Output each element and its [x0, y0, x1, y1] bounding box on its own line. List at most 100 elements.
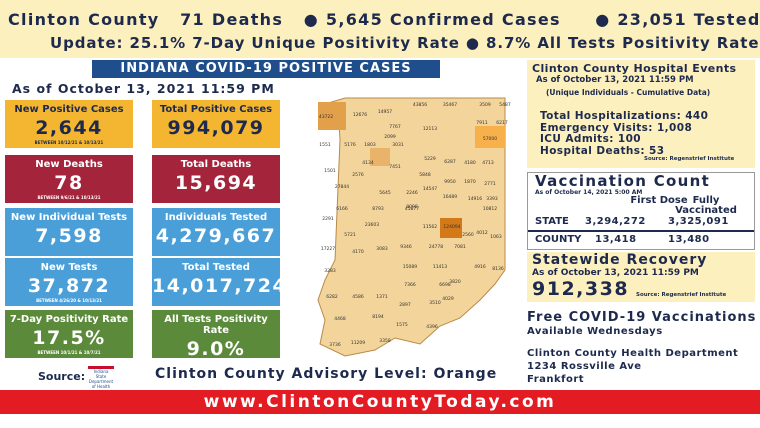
row-value: 3,325,091	[668, 216, 729, 227]
free-subtitle: Available Wednesdays	[527, 326, 663, 337]
county-count: 23603	[365, 222, 379, 228]
stat-label: Total Deaths	[180, 159, 252, 170]
stat-label: Total Positive Cases	[159, 104, 273, 115]
county-count: 6698	[439, 282, 451, 288]
stat-value: 7,598	[35, 225, 103, 247]
county-count: 4586	[352, 294, 364, 300]
recovery-source: Source: Regenstrief Institute	[636, 292, 727, 298]
county-count: 7767	[389, 124, 401, 130]
county-count: 1501	[324, 168, 336, 174]
stat-value: 2,644	[35, 117, 103, 139]
stat-label: New Individual Tests	[10, 212, 128, 223]
county-shade	[318, 102, 346, 130]
county-count: 5487	[499, 102, 511, 108]
row-value: 13,480	[668, 234, 710, 245]
county-count: 2560	[462, 232, 474, 238]
address-line: Frankfort	[527, 374, 585, 385]
source-label: Source:	[38, 370, 86, 383]
hospital-as-of: As of October 13, 2021 11:59 PM	[536, 75, 694, 85]
county-count: 24778	[429, 244, 443, 250]
update: Update: 25.1% 7-Day Unique Positivity Ra…	[50, 34, 760, 52]
county-count: 4134	[362, 160, 374, 166]
stat-label: New Tests	[40, 262, 98, 273]
column-head: First Dose	[630, 195, 688, 206]
row-label: STATE	[535, 216, 569, 227]
stat-value: 15,694	[174, 172, 258, 194]
county-count: 16489	[443, 194, 457, 200]
stat-label: All Tests Positivity Rate	[164, 314, 268, 336]
free-title: Free COVID-19 Vaccinations	[527, 310, 757, 325]
stat-box: Individuals Tested 4,279,667	[152, 208, 280, 256]
stat-box: Total Positive Cases 994,079	[152, 100, 280, 148]
county-count: 2576	[352, 172, 364, 178]
map: 43722 12676 14957 43856 35467 3509 5487 7911 621…	[317, 97, 511, 357]
county-count: 9950	[444, 179, 456, 185]
address-line: 1234 Rossville Ave	[527, 361, 642, 372]
county-count: 1575	[396, 322, 408, 328]
county-count: 5721	[344, 232, 356, 238]
county-count: 4468	[334, 316, 346, 322]
stat-value: 4,279,667	[155, 225, 277, 247]
county: Clinton County	[8, 10, 160, 29]
stat-value: 17.5%	[32, 327, 106, 349]
banner: INDIANA COVID-19 POSITIVE CASES	[92, 60, 440, 78]
stat-note: BETWEEN 9/6/21 & 10/13/21	[37, 195, 101, 200]
county-count: 2099	[384, 134, 396, 140]
county-count: 5645	[379, 190, 391, 196]
county-count: 2897	[399, 302, 411, 308]
stat-value: 9.0%	[186, 338, 246, 360]
county-count: 3820	[449, 279, 461, 285]
county-count: 27844	[335, 184, 349, 190]
county-count: 35467	[443, 102, 457, 108]
stat-value: 14,017,724	[152, 275, 288, 297]
recovery-panel	[527, 252, 755, 302]
county-shade	[475, 126, 505, 148]
stat-box: New Individual Tests 7,598	[5, 208, 133, 256]
county-count: 3509	[479, 102, 491, 108]
county-count: 8194	[372, 314, 384, 320]
county-count: 11562	[423, 224, 437, 230]
county-count: 1063	[490, 234, 502, 240]
stat-label: New Positive Cases	[14, 104, 124, 115]
county-count: 6282	[326, 294, 338, 300]
stat-box: Total Deaths 15,694	[152, 155, 280, 203]
county-count: 8136	[492, 266, 504, 272]
county-count: 3083	[376, 246, 388, 252]
hospital-source: Source: Regenstrief Institute	[644, 156, 735, 162]
row-label: COUNTY	[535, 234, 582, 245]
county-count: 8793	[372, 206, 384, 212]
county-count: 57000	[483, 136, 497, 142]
stat-value: 994,079	[167, 117, 265, 139]
recovery-value: 912,338	[532, 278, 630, 300]
stat-box: New Tests 37,872 BETWEEN 4/26/20 & 10/13/2…	[5, 258, 133, 306]
county-count: 10812	[483, 206, 497, 212]
row-value: 3,294,272	[585, 216, 646, 227]
county-count: 1551	[319, 142, 331, 148]
county-count: 11209	[351, 340, 365, 346]
stat-label: 7-Day Positivity Rate	[9, 314, 129, 325]
column-head: Fully Vaccinated	[675, 195, 737, 216]
stat-value: 37,872	[27, 275, 111, 297]
address-line: Clinton County Health Department	[527, 348, 739, 359]
advisory: Clinton County Advisory Level: Orange	[155, 366, 498, 382]
stat-value: 78	[54, 172, 84, 194]
recovery-as-of: As of October 13, 2021 11:59 PM	[532, 268, 699, 278]
as-of: As of October 13, 2021 11:59 PM	[12, 81, 275, 96]
hospital-line: ICU Admits: 100	[540, 133, 642, 145]
hospital-line: Emergency Visits: 1,008	[540, 121, 693, 134]
county-shade	[440, 218, 462, 238]
county-count: 3736	[329, 342, 341, 348]
county-count: 1371	[376, 294, 388, 300]
vaccination-panel	[527, 172, 755, 250]
county-count: 14916	[468, 196, 482, 202]
stat-note: BETWEEN 4/26/20 & 10/13/21	[36, 298, 102, 303]
county-count: 5848	[419, 172, 431, 178]
stat-note: BETWEEN 10/1/21 & 10/7/21	[184, 361, 248, 366]
hospital-panel	[527, 60, 755, 168]
county-count: 6217	[496, 120, 508, 126]
county-count: 8098	[406, 204, 418, 210]
county-count: 15089	[403, 264, 417, 270]
divider	[528, 230, 754, 232]
county-count: 3283	[324, 268, 336, 274]
